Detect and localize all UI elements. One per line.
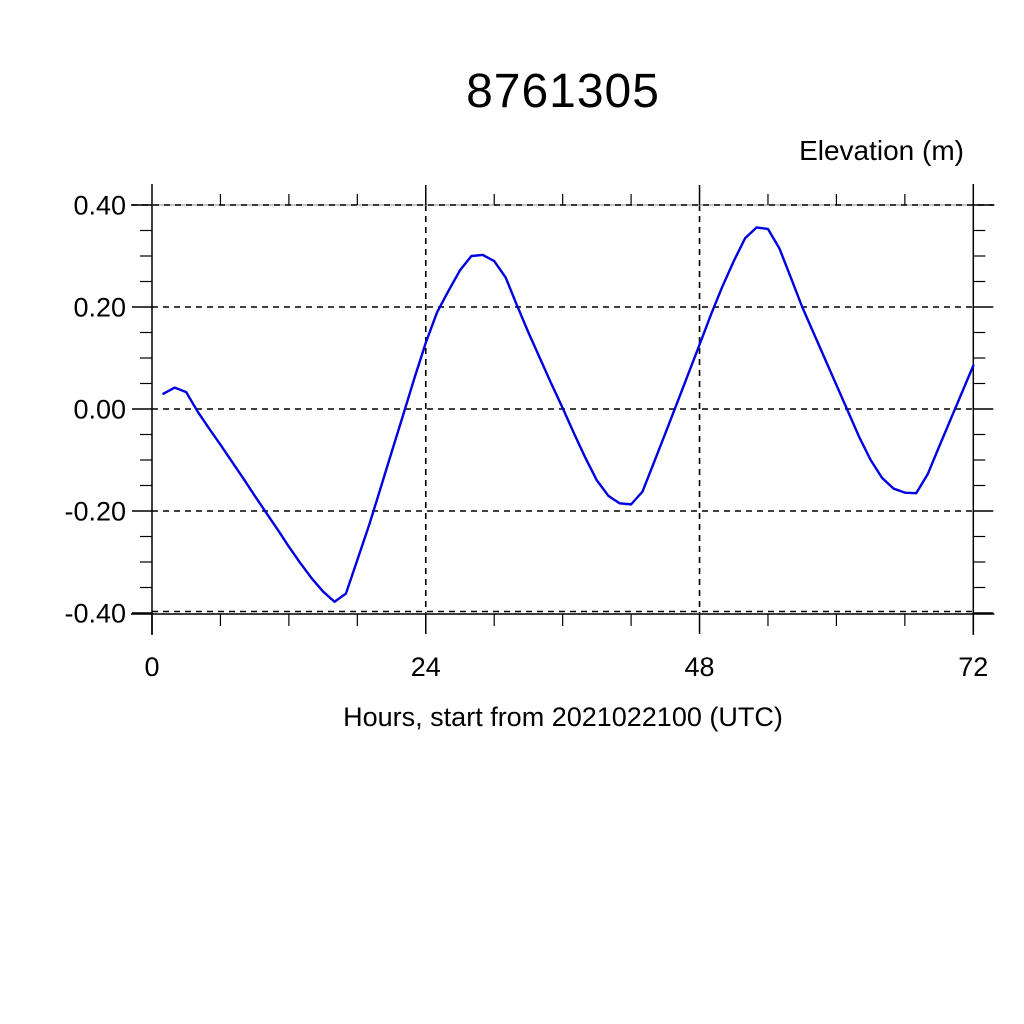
- y-tick-label: 0.40: [73, 191, 126, 221]
- x-tick-label: 72: [958, 652, 988, 682]
- y-tick-label: -0.40: [64, 599, 126, 629]
- y-axis-title: Elevation (m): [799, 135, 964, 166]
- elevation-line: [162, 226, 975, 603]
- x-tick-label: 24: [411, 652, 441, 682]
- x-tick-label: 48: [685, 652, 715, 682]
- x-axis-title: Hours, start from 2021022100 (UTC): [343, 702, 783, 732]
- x-tick-label: 0: [144, 652, 159, 682]
- chart-title: 8761305: [466, 65, 660, 118]
- y-tick-label: 0.20: [73, 293, 126, 323]
- y-tick-label: 0.00: [73, 395, 126, 425]
- y-tick-label: -0.20: [64, 497, 126, 527]
